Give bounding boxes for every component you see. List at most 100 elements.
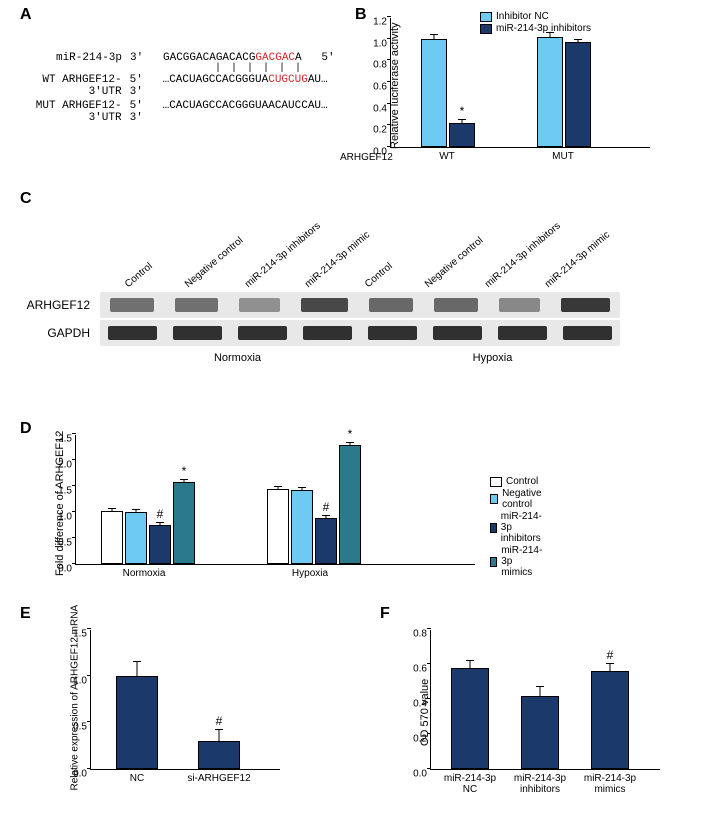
- band: [173, 326, 222, 340]
- significance-marker: #: [607, 648, 614, 662]
- ytick: 0.5: [73, 722, 91, 733]
- bar: [267, 489, 289, 564]
- band: [108, 326, 157, 340]
- ytick: 0.0: [73, 769, 91, 780]
- ytick: 2.0: [58, 460, 76, 471]
- band: [368, 326, 417, 340]
- legend-item: Negative control: [490, 488, 546, 510]
- legend-item: miR-214-3p inhibitors: [490, 511, 546, 544]
- bar: [116, 676, 158, 769]
- bar: [315, 518, 337, 564]
- ytick: 0.4: [413, 699, 431, 710]
- blot-strip: [100, 292, 620, 318]
- legend-item: Control: [490, 476, 546, 487]
- lane-label: miR-214-3p mimic: [543, 229, 612, 290]
- ytick: 1.2: [373, 17, 391, 28]
- bar: [421, 39, 447, 147]
- ytick: 0.5: [58, 538, 76, 549]
- blot-name: ARHGEF12: [20, 298, 100, 312]
- seq-match-bars: | | | | | |: [215, 66, 340, 72]
- xlabel: Normoxia: [104, 564, 184, 579]
- significance-marker: #: [157, 507, 164, 521]
- xlabel: miR-214-3pinhibitors: [500, 769, 580, 795]
- lane-label: Negative control: [183, 235, 245, 290]
- bar: [591, 671, 629, 769]
- xlabel: NC: [97, 769, 177, 784]
- panel-label-e: E: [20, 605, 31, 623]
- seq-row: MUT ARHGEF12-3'UTR5' …CACUAGCCACGGGUAACA…: [20, 100, 340, 124]
- blot-row: GAPDH: [20, 320, 620, 346]
- ytick: 0.6: [373, 82, 391, 93]
- ytick: 0.2: [413, 734, 431, 745]
- seq-label: WT ARHGEF12-3'UTR: [20, 74, 130, 98]
- significance-marker: #: [216, 714, 223, 728]
- xlabel: si-ARHGEF12: [179, 769, 259, 784]
- ytick: 1.0: [373, 38, 391, 49]
- seq-label: MUT ARHGEF12-3'UTR: [20, 100, 130, 124]
- bar: [101, 511, 123, 564]
- panel-label-d: D: [20, 420, 32, 438]
- seq-row: WT ARHGEF12-3'UTR5' …CACUAGCCACGGGUACUGC…: [20, 74, 340, 98]
- panel-d-chart: Fold difference of ARHGEF12 0.00.51.01.5…: [75, 435, 475, 565]
- seq-label: miR-214-3p: [20, 52, 130, 64]
- bar: [449, 123, 475, 147]
- bar: [173, 482, 195, 564]
- bar: [198, 741, 240, 769]
- panel-c-blot: ControlNegative controlmiR-214-3p inhibi…: [20, 210, 620, 364]
- xlabel: MUT: [523, 147, 603, 162]
- panel-a-sequences: miR-214-3p3' GACGGACAGACACGGACGACA 5'| |…: [20, 30, 340, 126]
- panel-e-chart: Relative expression of ARHGEF12 mRNA 0.0…: [90, 630, 280, 770]
- band: [238, 326, 287, 340]
- panel-label-a: A: [20, 6, 32, 24]
- blot-row: ARHGEF12: [20, 292, 620, 318]
- blot-name: GAPDH: [20, 326, 100, 340]
- ytick: 0.8: [373, 60, 391, 71]
- ytick: 0.8: [413, 629, 431, 640]
- bar: [565, 42, 591, 147]
- ytick: 0.2: [373, 125, 391, 136]
- band: [303, 326, 352, 340]
- xlabel: miR-214-3pmimics: [570, 769, 650, 795]
- band: [110, 298, 154, 312]
- panel-b-xroot: ARHGEF12: [340, 152, 393, 163]
- bar: [339, 445, 361, 564]
- ytick: 0.0: [413, 769, 431, 780]
- panel-label-b: B: [355, 6, 367, 24]
- band: [561, 298, 610, 312]
- panel-label-f: F: [380, 605, 390, 623]
- bar: [125, 512, 147, 564]
- blot-strip: [100, 320, 620, 346]
- panel-f-chart: OD 570 value 0.00.20.40.60.8miR-214-3pNC…: [430, 630, 660, 770]
- bar: [521, 696, 559, 770]
- ytick: 0.4: [373, 103, 391, 114]
- panel-d-legend: ControlNegative controlmiR-214-3p inhibi…: [490, 475, 546, 579]
- bar: [149, 525, 171, 564]
- lane-label: Control: [363, 261, 395, 290]
- ytick: 1.0: [73, 675, 91, 686]
- band: [434, 298, 478, 312]
- ytick: 0.6: [413, 664, 431, 675]
- significance-marker: *: [460, 104, 465, 118]
- significance-marker: *: [348, 427, 353, 441]
- bar: [291, 490, 313, 564]
- seq-text: 5' …CACUAGCCACGGGUAACAUCCAU…3': [130, 100, 340, 124]
- band: [239, 298, 280, 312]
- band: [563, 326, 612, 340]
- band: [301, 298, 348, 312]
- condition-label: Normoxia: [110, 352, 365, 364]
- band: [499, 298, 541, 312]
- ytick: 1.5: [73, 629, 91, 640]
- significance-marker: *: [182, 464, 187, 478]
- ytick: 1.5: [58, 486, 76, 497]
- ytick: 2.5: [58, 434, 76, 445]
- panel-label-c: C: [20, 190, 32, 208]
- band: [175, 298, 219, 312]
- panel-d-ylabel: Fold difference of ARHGEF12: [54, 426, 66, 576]
- band: [433, 326, 482, 340]
- legend-item: miR-214-3p mimics: [490, 545, 546, 578]
- condition-label: Hypoxia: [365, 352, 620, 364]
- lane-label: Negative control: [423, 235, 485, 290]
- panel-b-chart: Inhibitor NCmiR-214-3p inhibitors Relati…: [390, 18, 650, 148]
- ytick: 0.0: [58, 564, 76, 575]
- bar: [537, 37, 563, 148]
